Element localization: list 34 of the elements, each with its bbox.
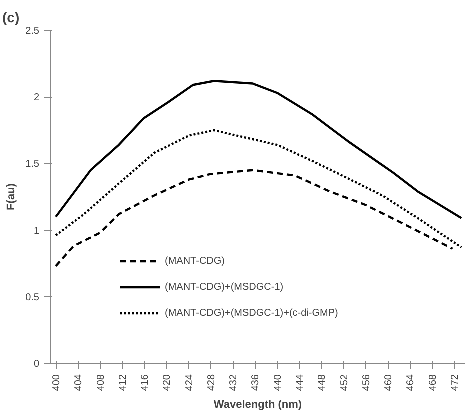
legend-label: (MANT-CDG)+(MSDGC-1) xyxy=(165,282,284,292)
legend-label: (MANT-CDG)+(MSDGC-1)+(c-di-GMP) xyxy=(165,308,338,318)
x-tick-label: 456 xyxy=(361,374,372,392)
x-tick-label: 448 xyxy=(317,374,328,392)
line-series xyxy=(54,129,463,249)
x-tick-label: 436 xyxy=(250,374,262,392)
x-tick-label: 452 xyxy=(339,374,350,392)
x-tick-label: 432 xyxy=(228,374,240,392)
x-tick-label: 420 xyxy=(162,374,174,392)
text: (c) xyxy=(2,10,20,26)
x-tick-label: 440 xyxy=(272,374,284,392)
y-tick-label: 2 xyxy=(34,92,40,104)
line-series xyxy=(54,80,463,220)
x-tick-label: 408 xyxy=(96,374,107,392)
x-tick-label: 428 xyxy=(206,374,218,392)
legend-label: (MANT-CDG) xyxy=(165,256,225,266)
x-tick-label: 468 xyxy=(428,374,439,392)
x-tick-label: 444 xyxy=(295,374,306,392)
line-series xyxy=(54,169,454,268)
y-tick-label: 1.5 xyxy=(26,159,40,170)
y-tick-label: 0 xyxy=(34,359,40,370)
x-axis-title: Wavelength (nm) xyxy=(214,399,302,412)
x-tick-label: 424 xyxy=(184,374,196,392)
y-tick-label: 0.5 xyxy=(26,292,40,304)
y-tick-label: 2.5 xyxy=(26,26,40,37)
x-tick-label: 412 xyxy=(118,374,129,392)
y-tick-label: 1 xyxy=(34,226,40,237)
y-axis-title: F(au) xyxy=(6,183,18,210)
x-tick-label: 416 xyxy=(140,374,152,392)
x-tick-label: 460 xyxy=(384,374,395,392)
x-tick-label: 404 xyxy=(74,374,85,392)
x-tick-label: 472 xyxy=(450,374,461,392)
x-tick-label: 464 xyxy=(406,374,417,392)
x-tick-label: 400 xyxy=(52,374,63,392)
